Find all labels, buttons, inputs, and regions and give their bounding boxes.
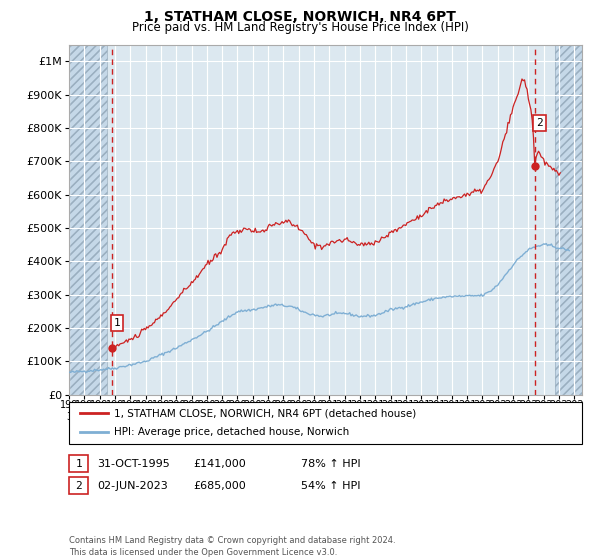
Text: 1, STATHAM CLOSE, NORWICH, NR4 6PT: 1, STATHAM CLOSE, NORWICH, NR4 6PT [144, 10, 456, 24]
Text: 78% ↑ HPI: 78% ↑ HPI [301, 459, 361, 469]
Text: Price paid vs. HM Land Registry's House Price Index (HPI): Price paid vs. HM Land Registry's House … [131, 21, 469, 34]
Text: 2: 2 [536, 118, 543, 128]
Bar [555, 45, 582, 395]
Text: Contains HM Land Registry data © Crown copyright and database right 2024.
This d: Contains HM Land Registry data © Crown c… [69, 536, 395, 557]
Text: £141,000: £141,000 [193, 459, 246, 469]
Bar [555, 45, 582, 395]
Bar [69, 45, 107, 395]
Text: 1: 1 [113, 318, 121, 328]
Text: 1, STATHAM CLOSE, NORWICH, NR4 6PT (detached house): 1, STATHAM CLOSE, NORWICH, NR4 6PT (deta… [114, 408, 416, 418]
Text: £685,000: £685,000 [193, 480, 246, 491]
Text: 54% ↑ HPI: 54% ↑ HPI [301, 480, 361, 491]
Text: 31-OCT-1995: 31-OCT-1995 [97, 459, 170, 469]
Text: 2: 2 [75, 480, 82, 491]
Text: 02-JUN-2023: 02-JUN-2023 [97, 480, 168, 491]
Text: 1: 1 [75, 459, 82, 469]
Text: HPI: Average price, detached house, Norwich: HPI: Average price, detached house, Norw… [114, 427, 349, 437]
Bar [69, 45, 107, 395]
